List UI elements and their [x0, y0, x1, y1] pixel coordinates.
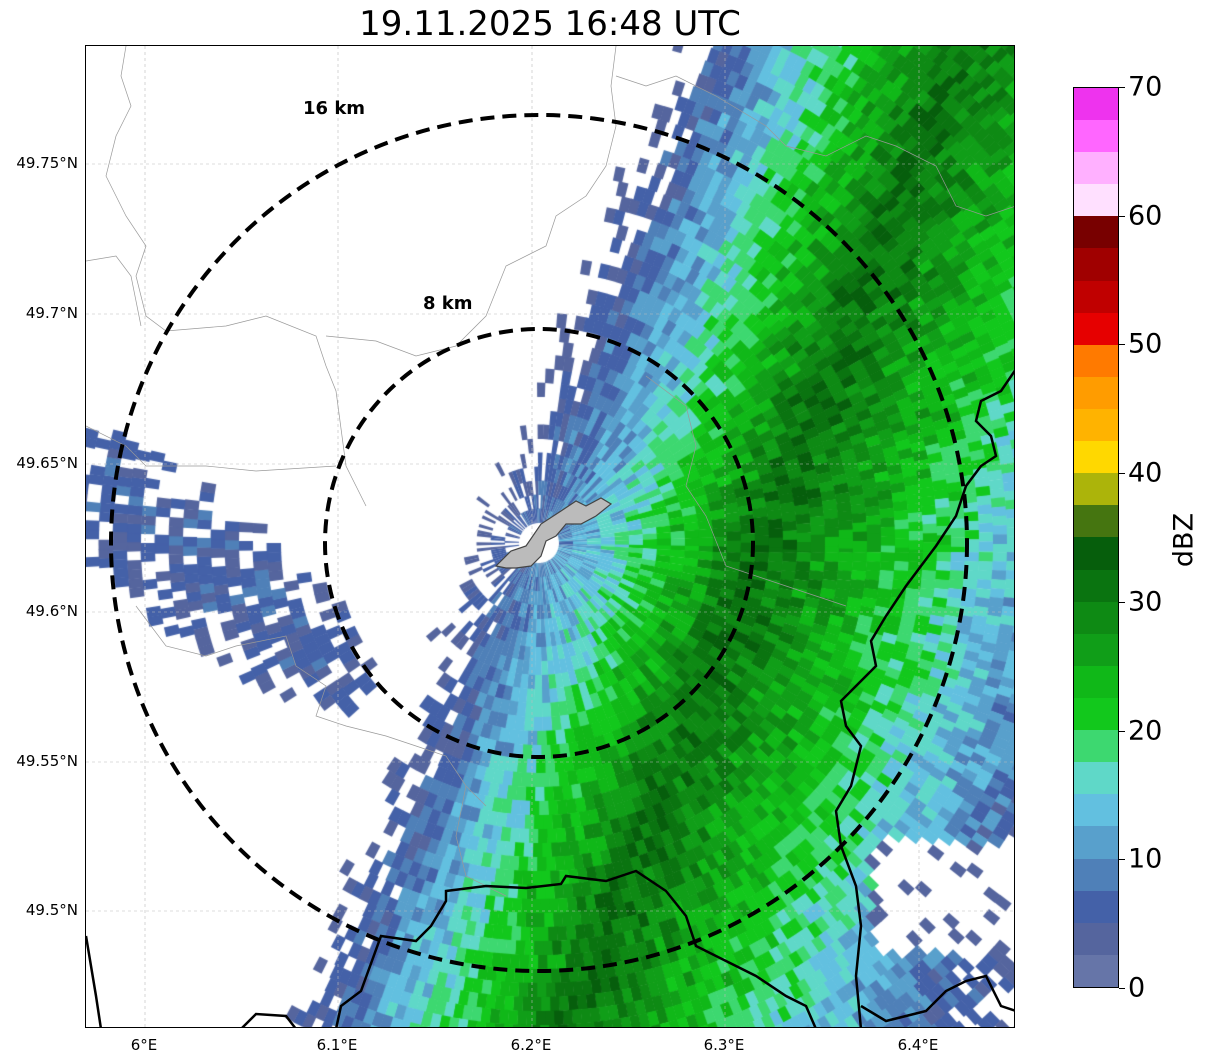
colorbar-bin: [1074, 633, 1118, 666]
colorbar-tick-mark: [1119, 601, 1125, 603]
colorbar-tick: 70: [1128, 71, 1163, 103]
colorbar-bin: [1074, 376, 1118, 410]
x-tick: 6.1°E: [316, 1036, 358, 1054]
colorbar-bin: [1074, 87, 1118, 121]
colorbar-tick-mark: [1119, 730, 1125, 732]
colorbar-bin: [1074, 473, 1118, 506]
y-tick: 49.55°N: [16, 752, 78, 770]
commune-boundaries: [86, 46, 1014, 897]
radar-map: [85, 45, 1015, 1028]
y-tick: 49.65°N: [16, 454, 78, 472]
colorbar-bin: [1074, 120, 1118, 153]
colorbar-bin: [1074, 505, 1118, 538]
x-tick: 6°E: [130, 1036, 158, 1054]
colorbar-bin: [1074, 954, 1118, 987]
map-overlay: [86, 46, 1014, 1027]
y-tick: 49.75°N: [16, 154, 78, 172]
colorbar-tick: 60: [1128, 200, 1163, 232]
colorbar-tick-mark: [1119, 215, 1125, 217]
colorbar-bin: [1074, 665, 1118, 699]
y-tick: 49.5°N: [25, 901, 78, 919]
colorbar-bin: [1074, 890, 1118, 923]
colorbar-bin: [1074, 858, 1118, 891]
colorbar-label: dBZ: [1168, 512, 1200, 568]
y-tick: 49.6°N: [25, 602, 78, 620]
colorbar-bin: [1074, 344, 1118, 377]
colorbar-bin: [1074, 730, 1118, 763]
range-rings: [109, 113, 969, 973]
colorbar-bin: [1074, 826, 1118, 859]
colorbar-tick: 50: [1128, 328, 1163, 360]
country-borders: [86, 369, 1014, 1027]
colorbar-bin: [1074, 922, 1118, 955]
colorbar-bin: [1074, 537, 1118, 570]
colorbar-tick-mark: [1119, 988, 1125, 989]
range-ring-16km: [109, 113, 969, 973]
x-tick: 6.3°E: [703, 1036, 745, 1054]
colorbar-tick-mark: [1119, 473, 1125, 475]
colorbar-bin: [1074, 280, 1118, 313]
colorbar-bin: [1074, 312, 1118, 345]
ring-label-16km: 16 km: [303, 98, 366, 119]
range-ring-8km: [323, 327, 755, 759]
colorbar-bin: [1074, 601, 1118, 634]
colorbar-bin: [1074, 698, 1118, 731]
colorbar-tick: 10: [1128, 843, 1163, 875]
ring-label-8km: 8 km: [423, 293, 473, 314]
city-area: [494, 497, 613, 569]
colorbar-bin: [1074, 184, 1118, 217]
colorbar-tick: 0: [1128, 972, 1146, 1004]
colorbar-tick-mark: [1119, 344, 1125, 346]
colorbar: [1073, 87, 1119, 988]
colorbar-bin: [1074, 441, 1118, 474]
map-title: 19.11.2025 16:48 UTC: [359, 4, 741, 44]
colorbar-tick-mark: [1119, 859, 1125, 861]
colorbar-bin: [1074, 409, 1118, 442]
y-tick: 49.7°N: [25, 304, 78, 322]
gridlines: [86, 46, 1014, 1027]
colorbar-tick: 20: [1128, 715, 1163, 747]
colorbar-tick-mark: [1119, 87, 1125, 88]
x-tick: 6.2°E: [510, 1036, 552, 1054]
x-tick: 6.4°E: [897, 1036, 939, 1054]
colorbar-bin: [1074, 794, 1118, 827]
colorbar-bin: [1074, 248, 1118, 281]
colorbar-bin: [1074, 216, 1118, 249]
colorbar-tick: 30: [1128, 586, 1163, 618]
colorbar-bin: [1074, 762, 1118, 795]
colorbar-bin: [1074, 569, 1118, 602]
colorbar-tick: 40: [1128, 457, 1163, 489]
colorbar-bin: [1074, 152, 1118, 185]
